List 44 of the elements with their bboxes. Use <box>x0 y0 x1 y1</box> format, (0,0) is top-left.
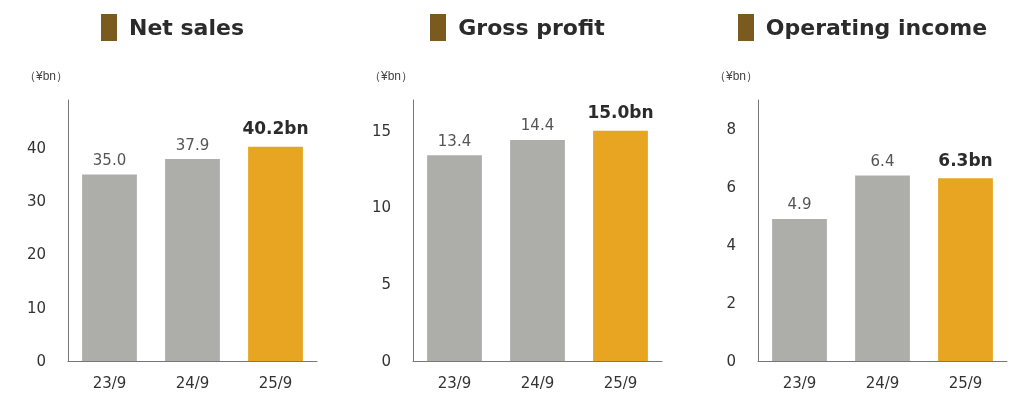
y-axis-title: （¥bn） <box>368 69 413 83</box>
y-tick-label: 15 <box>371 121 391 140</box>
bar <box>165 159 220 361</box>
y-tick-label: 20 <box>26 245 46 264</box>
chart-title: Gross profit <box>458 15 605 40</box>
bar <box>772 218 827 361</box>
x-tick-label: 24/9 <box>175 373 210 392</box>
x-tick-label: 24/9 <box>865 373 900 392</box>
chart-title: Net sales <box>128 15 244 40</box>
data-label: 13.4 <box>437 131 472 150</box>
data-label: 37.9 <box>175 135 210 154</box>
y-tick-label: 0 <box>726 352 736 370</box>
x-tick-label: 25/9 <box>948 373 983 392</box>
bar <box>82 174 137 361</box>
x-tick-label: 23/9 <box>437 373 472 392</box>
y-tick-label: 10 <box>26 298 46 317</box>
y-tick-label: 2 <box>726 294 736 312</box>
x-tick-label: 25/9 <box>603 373 638 392</box>
x-tick-label: 23/9 <box>92 373 127 392</box>
data-label: 14.4 <box>520 116 555 135</box>
data-label: 4.9 <box>787 195 812 214</box>
y-axis-title: （¥bn） <box>713 69 758 83</box>
y-axis-title: （¥bn） <box>23 69 68 83</box>
x-tick-label: 24/9 <box>520 373 555 392</box>
data-label: 35.0 <box>92 151 127 170</box>
data-label: 6.3bn <box>938 149 993 170</box>
bar <box>938 178 993 361</box>
y-tick-label: 30 <box>26 192 46 211</box>
data-label: 15.0bn <box>587 102 654 123</box>
x-tick-label: 25/9 <box>258 373 293 392</box>
y-tick-label: 4 <box>726 236 736 254</box>
y-tick-label: 0 <box>36 352 46 370</box>
y-tick-label: 40 <box>26 138 46 157</box>
data-label: 6.4 <box>870 151 895 170</box>
bar <box>855 175 910 361</box>
y-tick-label: 8 <box>726 120 736 138</box>
y-tick-label: 6 <box>726 178 736 196</box>
bar <box>248 146 303 361</box>
y-tick-label: 10 <box>371 198 391 217</box>
y-tick-label: 0 <box>381 352 391 370</box>
chart-title: Operating income <box>765 15 988 40</box>
data-label: 40.2bn <box>242 118 309 139</box>
y-tick-label: 5 <box>381 275 391 294</box>
x-tick-label: 23/9 <box>782 373 817 392</box>
